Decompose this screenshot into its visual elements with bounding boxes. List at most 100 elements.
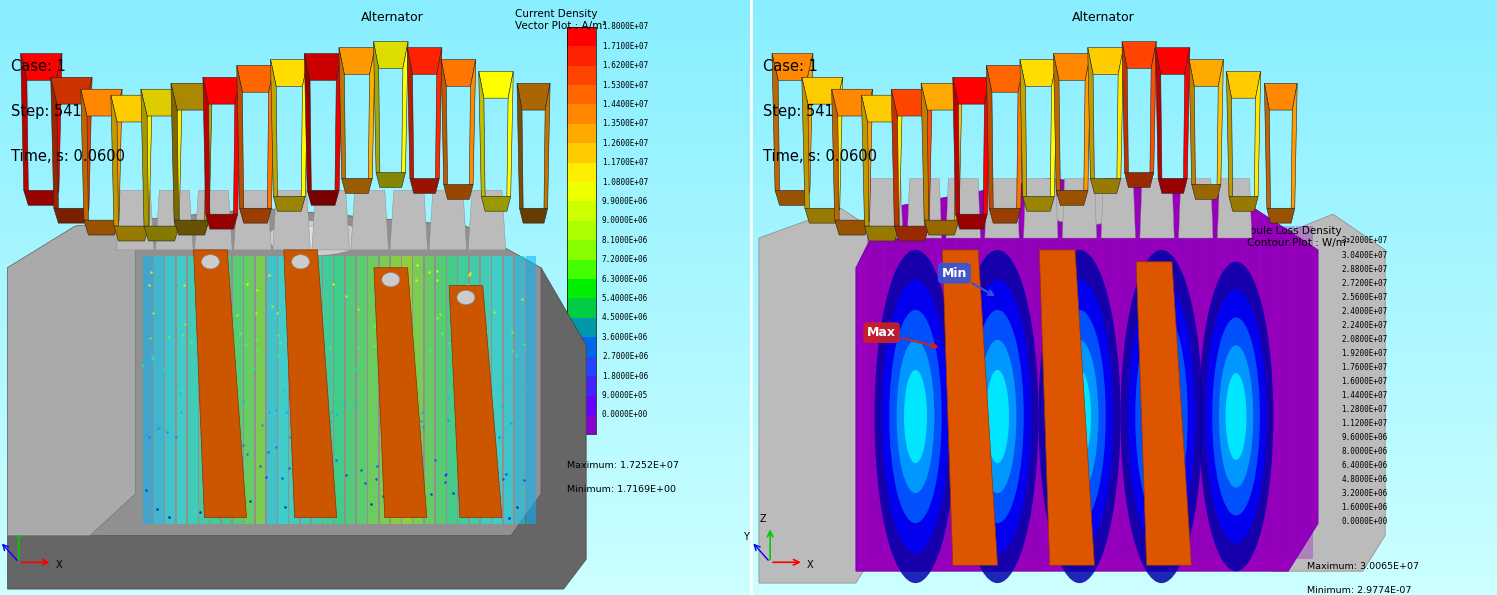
Polygon shape [449,286,501,518]
Polygon shape [865,226,900,241]
Polygon shape [1054,54,1091,80]
Text: 9.0000E+05: 9.0000E+05 [602,391,648,400]
Polygon shape [403,256,412,524]
Polygon shape [865,89,873,220]
Text: 2.4000E+07: 2.4000E+07 [1341,306,1388,315]
Bar [1307,339,1335,353]
Ellipse shape [904,370,927,463]
Bar [1307,269,1335,283]
Polygon shape [436,48,442,178]
Polygon shape [401,42,409,173]
Polygon shape [193,250,247,518]
Polygon shape [141,89,183,116]
Polygon shape [921,83,963,110]
Polygon shape [1265,83,1271,208]
Polygon shape [7,208,540,536]
Polygon shape [7,268,587,589]
Polygon shape [199,256,210,524]
Text: 1.4400E+07: 1.4400E+07 [1341,391,1388,400]
Bar [1307,241,1335,255]
Polygon shape [341,178,373,193]
Polygon shape [921,83,928,220]
Text: 3.0400E+07: 3.0400E+07 [1341,250,1388,259]
Polygon shape [244,256,254,524]
Polygon shape [51,77,58,208]
Polygon shape [268,65,274,208]
Polygon shape [1118,226,1133,559]
Polygon shape [204,77,241,104]
Polygon shape [516,83,522,208]
Polygon shape [1171,226,1187,559]
Bar [567,299,596,318]
Text: Minimum: 2.9774E-07: Minimum: 2.9774E-07 [1307,586,1412,595]
Bar [1307,409,1335,423]
Text: 6.3000E+06: 6.3000E+06 [602,274,648,284]
Polygon shape [1054,54,1060,190]
Ellipse shape [1199,262,1274,571]
Text: 5.4000E+06: 5.4000E+06 [602,294,648,303]
Text: 1.4400E+07: 1.4400E+07 [602,100,648,109]
Polygon shape [946,178,981,238]
Polygon shape [350,190,389,250]
Ellipse shape [1213,318,1260,515]
Polygon shape [867,226,883,559]
Ellipse shape [957,250,1039,583]
Polygon shape [1156,48,1162,178]
Polygon shape [1022,196,1054,211]
Circle shape [457,290,475,305]
Polygon shape [391,256,401,524]
Polygon shape [84,220,120,235]
Text: 9.0000E+06: 9.0000E+06 [602,217,648,226]
Text: Case: 1: Case: 1 [12,60,66,74]
Polygon shape [368,256,379,524]
Polygon shape [346,256,355,524]
Text: Minimum: 1.7169E+00: Minimum: 1.7169E+00 [567,485,677,494]
Polygon shape [1290,83,1298,208]
Polygon shape [407,48,413,178]
Polygon shape [380,256,389,524]
Polygon shape [1225,226,1241,559]
Polygon shape [222,256,232,524]
Polygon shape [142,256,153,524]
Polygon shape [174,220,210,235]
Text: 1.9200E+07: 1.9200E+07 [1341,349,1388,358]
Bar [567,221,596,240]
Text: 1.7600E+07: 1.7600E+07 [1341,363,1388,372]
Bar [567,124,596,143]
Text: 3.2000E+07: 3.2000E+07 [1341,236,1388,246]
Text: X: X [807,560,813,570]
Polygon shape [1117,48,1124,178]
Text: Time, s: 0.0600: Time, s: 0.0600 [762,149,877,164]
Polygon shape [204,77,210,214]
Polygon shape [189,256,198,524]
Polygon shape [885,226,901,559]
Polygon shape [942,250,997,565]
Polygon shape [832,89,840,220]
Polygon shape [301,256,310,524]
Polygon shape [507,71,513,196]
Polygon shape [413,256,424,524]
Bar [1307,353,1335,367]
Polygon shape [356,256,367,524]
Polygon shape [1100,226,1117,559]
Polygon shape [515,256,524,524]
Ellipse shape [1127,280,1195,553]
Text: 1.1700E+07: 1.1700E+07 [602,158,648,167]
Circle shape [202,255,220,269]
Polygon shape [1016,65,1024,208]
Polygon shape [772,54,813,80]
Polygon shape [301,60,308,196]
Bar [1307,493,1335,508]
Polygon shape [903,226,919,559]
Bar [567,357,596,376]
Polygon shape [939,226,955,559]
Polygon shape [835,77,843,208]
Polygon shape [984,77,990,214]
Polygon shape [304,54,311,190]
Polygon shape [975,226,991,559]
Polygon shape [1217,178,1251,238]
Polygon shape [1226,71,1232,196]
Polygon shape [54,54,61,190]
Polygon shape [891,89,898,226]
Polygon shape [284,250,337,518]
